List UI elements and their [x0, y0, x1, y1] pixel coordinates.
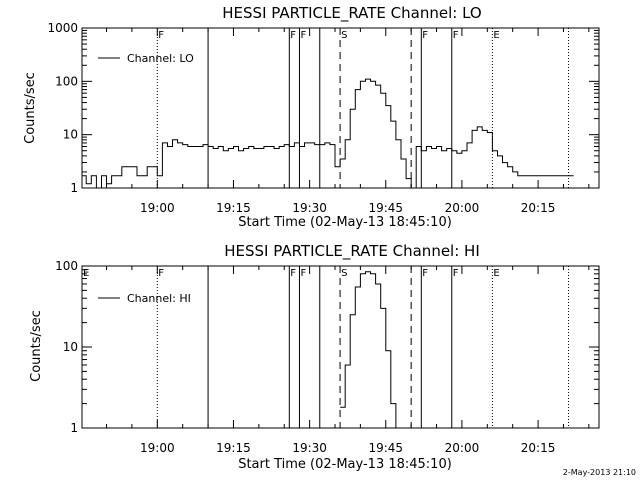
legend-label-lo: Channel: LO [127, 52, 194, 65]
hi-flag-label-8: F [422, 268, 428, 279]
hi-x-tick-label-3: 19:45 [368, 441, 403, 455]
hi-flag-label-10: E [493, 268, 499, 279]
lo-x-tick-label-4: 20:00 [445, 201, 480, 215]
series-line-lo [82, 78, 574, 189]
panel-hi-flag-lines: EFFFSFFE [83, 266, 570, 428]
legend-label-hi: Channel: HI [127, 292, 191, 305]
lo-y-tick-label-0: 1 [70, 181, 78, 195]
lo-flag-label-0: F [158, 30, 164, 41]
panel-lo-y-axis-label: Counts/sec [23, 72, 38, 144]
hi-x-tick-label-4: 20:00 [445, 441, 480, 455]
lo-flag-label-8: F [453, 30, 459, 41]
panel-hi: HESSI PARTICLE_RATE Channel: HI EFFFSFFE… [29, 242, 600, 472]
panel-hi-x-ticks: 19:00 19:15 19:30 19:45 20:00 20:15 [106, 266, 590, 455]
lo-flag-label-9: E [493, 30, 499, 41]
lo-flag-label-3: F [300, 30, 306, 41]
panel-hi-y-ticks: 1 10 100 [55, 259, 599, 435]
lo-x-tick-label-1: 19:15 [216, 201, 251, 215]
lo-x-tick-label-3: 19:45 [368, 201, 403, 215]
hi-y-tick-label-1: 10 [63, 340, 78, 354]
lo-flag-label-7: F [422, 30, 428, 41]
hi-flag-label-6: S [341, 268, 347, 279]
panel-hi-title: HESSI PARTICLE_RATE Channel: HI [224, 242, 480, 261]
lo-flag-label-2: F [290, 30, 296, 41]
hi-x-tick-label-1: 19:15 [216, 441, 251, 455]
hi-y-tick-label-2: 100 [55, 259, 78, 273]
hi-x-tick-label-2: 19:30 [292, 441, 327, 455]
hi-x-tick-label-5: 20:15 [521, 441, 556, 455]
panel-hi-x-axis-label: Start Time (02-May-13 18:45:10) [238, 457, 452, 472]
lo-y-tick-label-3: 1000 [47, 21, 78, 35]
panel-lo-y-ticks: 1 10 100 1000 [47, 21, 599, 195]
series-line-hi [340, 271, 397, 428]
lo-y-tick-label-1: 10 [63, 128, 78, 142]
panel-hi-legend: Channel: HI [98, 292, 191, 305]
lo-x-tick-label-5: 20:15 [521, 201, 556, 215]
hi-flag-label-9: F [453, 268, 459, 279]
lo-flag-label-5: S [341, 30, 347, 41]
panel-hi-y-axis-label: Counts/sec [29, 310, 44, 382]
hi-x-tick-label-0: 19:00 [140, 441, 175, 455]
hi-y-tick-label-0: 1 [70, 421, 78, 435]
hi-flag-label-4: F [300, 268, 306, 279]
lo-x-tick-label-0: 19:00 [140, 201, 175, 215]
panel-lo-x-ticks: 19:00 19:15 19:30 19:45 20:00 20:15 [106, 28, 590, 215]
lo-y-tick-label-2: 100 [55, 74, 78, 88]
hi-flag-label-3: F [290, 268, 296, 279]
hi-flag-label-1: F [158, 268, 164, 279]
panel-lo-title: HESSI PARTICLE_RATE Channel: LO [222, 4, 481, 23]
panel-lo-legend: Channel: LO [98, 52, 194, 65]
panel-lo-x-axis-label: Start Time (02-May-13 18:45:10) [238, 215, 452, 230]
generation-timestamp: 2-May-2013 21:10 [563, 468, 636, 477]
lo-x-tick-label-2: 19:30 [292, 201, 327, 215]
